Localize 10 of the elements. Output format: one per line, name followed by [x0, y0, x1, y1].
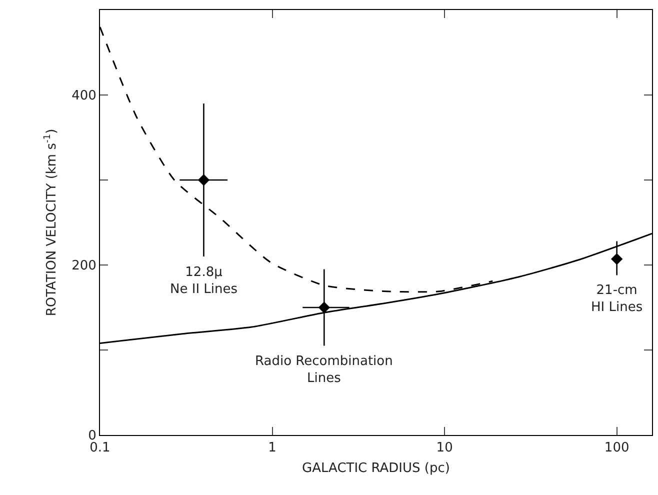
y-tick-label: 200	[72, 258, 96, 274]
y-tick-label: 400	[72, 88, 96, 104]
x-tick-label: 0.1	[90, 440, 110, 456]
annotation: 21-cm HI Lines	[591, 283, 643, 315]
annotation: Radio Recombination Lines	[255, 354, 393, 386]
x-tick-label: 1	[268, 440, 276, 456]
x-tick-label: 100	[604, 440, 630, 456]
x-tick-label: 10	[436, 440, 453, 456]
x-axis-title: GALACTIC RADIUS (pc)	[302, 461, 450, 476]
annotation: 12.8μ Ne II Lines	[170, 265, 238, 297]
